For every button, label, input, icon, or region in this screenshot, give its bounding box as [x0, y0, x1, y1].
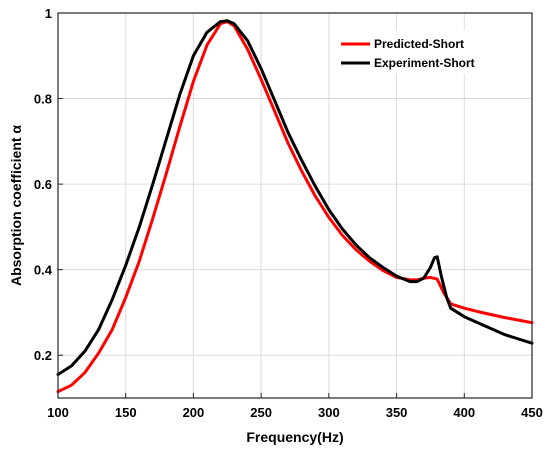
x-tick-label: 250: [250, 405, 272, 420]
legend-label-predicted-short: Predicted-Short: [374, 37, 464, 51]
x-tick-label: 450: [521, 405, 543, 420]
y-tick-label: 0.2: [34, 348, 52, 363]
legend-label-experiment-short: Experiment-Short: [374, 56, 475, 70]
legend: Predicted-Short Experiment-Short: [334, 30, 520, 74]
y-tick-label: 0.6: [34, 177, 52, 192]
x-tick-label: 300: [318, 405, 340, 420]
x-axis-label: Frequency(Hz): [246, 429, 343, 445]
y-tick-label: 0.8: [34, 92, 52, 107]
plot-frame: [57, 12, 533, 399]
series-layer: [56, 19, 534, 394]
x-tick-label: 350: [386, 405, 408, 420]
x-tick-label: 200: [183, 405, 205, 420]
y-tick-label: 1: [45, 6, 52, 21]
series-line-experiment-short: [56, 19, 534, 376]
tick-layer: 100 150 200 250 300 350 400 450 0.2 0.4 0.6 0.8 1: [34, 6, 543, 420]
x-tick-label: 400: [453, 405, 475, 420]
legend-box: [334, 30, 520, 74]
x-tick-label: 150: [115, 405, 137, 420]
y-tick-label: 0.4: [34, 263, 53, 278]
x-tick-label: 100: [47, 405, 69, 420]
y-axis-label: Absorption coefficient α: [8, 125, 24, 286]
